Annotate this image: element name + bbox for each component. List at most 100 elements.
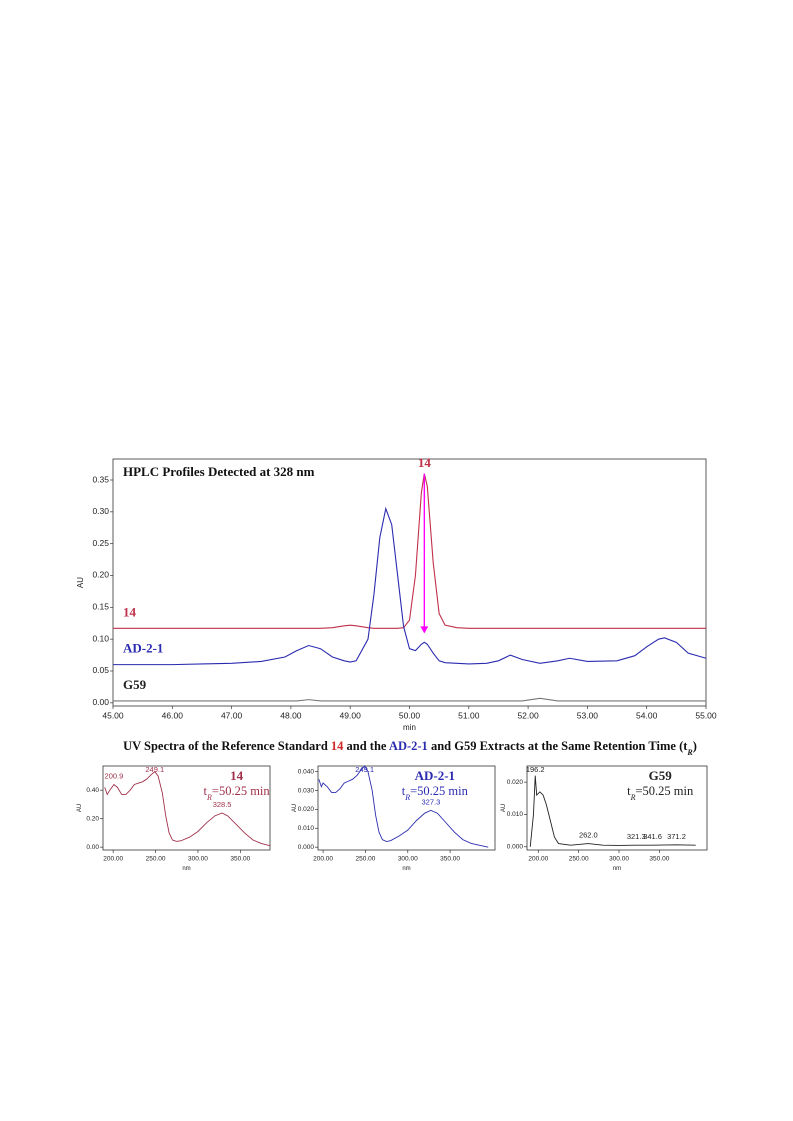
caption-part: and G59 Extracts at the Same Retention T… (428, 739, 688, 753)
panel-label: 14 (230, 768, 244, 783)
series-label: 14 (123, 604, 137, 619)
peak-label: 200.9 (105, 772, 124, 781)
retention-part: =50.25 min (636, 784, 694, 798)
retention-part: R (206, 793, 212, 802)
x-tick-label: 55.00 (695, 711, 717, 721)
retention-part: =50.25 min (212, 784, 270, 798)
x-tick-label: 200.00 (103, 856, 123, 863)
x-tick-label: 50.00 (399, 711, 421, 721)
peak-label: 328.5 (213, 800, 232, 809)
x-tick-label: 250.00 (569, 856, 589, 863)
y-tick-label: 0.25 (92, 538, 109, 548)
plot-frame (102, 765, 271, 851)
plot-frame (317, 765, 496, 851)
series-line (318, 765, 489, 848)
retention-part: R (404, 793, 410, 802)
x-tick-label: 250.00 (146, 856, 166, 863)
caption-part: 14 (331, 739, 344, 753)
y-tick-label: 0.010 (507, 811, 524, 818)
series-line (104, 771, 271, 847)
series-line (113, 473, 706, 629)
panel-label: G59 (649, 768, 673, 783)
y-tick-label: 0.030 (298, 787, 315, 794)
x-tick-label: 250.00 (355, 856, 375, 863)
x-tick-label: 51.00 (458, 711, 480, 721)
x-axis-label: nm (182, 866, 190, 872)
y-tick-label: 0.00 (86, 844, 99, 851)
peak-label: 371.2 (667, 832, 686, 841)
y-tick-label: 0.30 (92, 506, 109, 516)
retention-time: tR=50.25 min (627, 784, 694, 802)
y-axis-label: AU (501, 804, 507, 812)
retention-time: tR=50.25 min (402, 784, 469, 802)
retention-part: R (630, 793, 636, 802)
y-tick-label: 0.000 (507, 843, 524, 850)
y-tick-label: 0.20 (92, 570, 109, 580)
x-tick-label: 200.00 (528, 856, 548, 863)
series-label: G59 (123, 677, 147, 692)
y-tick-label: 0.20 (86, 815, 99, 822)
caption-part: ) (693, 739, 697, 753)
caption-part: R (686, 748, 693, 757)
x-axis-label: nm (613, 866, 621, 872)
x-axis-label: min (403, 723, 416, 732)
y-tick-label: 0.010 (298, 825, 315, 832)
peak-label: 341.6 (643, 832, 662, 841)
caption-part: and the (343, 739, 389, 753)
y-axis-label: AU (76, 577, 85, 588)
retention-part: t (627, 784, 631, 798)
series-line (529, 775, 696, 847)
series-label: AD-2-1 (123, 641, 163, 656)
x-tick-label: 47.00 (221, 711, 243, 721)
x-tick-label: 350.00 (230, 856, 250, 863)
series-line (113, 697, 706, 702)
y-tick-label: 0.35 (92, 474, 109, 484)
x-tick-label: 52.00 (517, 711, 539, 721)
peak-label: 196.2 (526, 765, 545, 774)
x-tick-label: 350.00 (649, 856, 669, 863)
plot-frame (112, 458, 707, 707)
x-tick-label: 49.00 (340, 711, 362, 721)
caption-part: UV Spectra of the Reference Standard (123, 739, 331, 753)
y-tick-label: 0.05 (92, 665, 109, 675)
y-tick-label: 0.15 (92, 602, 109, 612)
retention-part: t (204, 784, 208, 798)
panel-label: AD-2-1 (415, 768, 455, 783)
x-tick-label: 300.00 (609, 856, 629, 863)
y-axis-label: AU (77, 804, 83, 812)
y-axis-label: AU (292, 804, 298, 812)
x-axis-label: nm (402, 866, 410, 872)
x-tick-label: 54.00 (636, 711, 658, 721)
y-tick-label: 0.040 (298, 768, 315, 775)
x-tick-label: 46.00 (162, 711, 184, 721)
chart-title: HPLC Profiles Detected at 328 nm (123, 464, 315, 479)
x-tick-label: 300.00 (188, 856, 208, 863)
series-line (113, 506, 707, 666)
peak-label: 249.1 (355, 765, 374, 774)
caption-part: AD-2-1 (389, 739, 428, 753)
x-tick-label: 300.00 (398, 856, 418, 863)
plot-frame (526, 765, 708, 851)
peak-label: 321.3 (627, 832, 646, 841)
y-tick-label: 0.020 (507, 779, 524, 786)
retention-part: =50.25 min (410, 784, 468, 798)
caption: UV Spectra of the Reference Standard 14 … (123, 739, 697, 757)
peak-label: 327.3 (421, 797, 440, 806)
x-tick-label: 53.00 (577, 711, 599, 721)
peak-label: 262.0 (579, 831, 598, 840)
y-tick-label: 0.000 (298, 844, 315, 851)
x-tick-label: 45.00 (102, 711, 124, 721)
peak-arrowhead (420, 626, 429, 634)
y-tick-label: 0.020 (298, 806, 315, 813)
x-tick-label: 200.00 (313, 856, 333, 863)
x-tick-label: 350.00 (440, 856, 460, 863)
x-tick-label: 48.00 (280, 711, 302, 721)
retention-part: t (402, 784, 406, 798)
peak-annotation: 14 (418, 455, 432, 470)
retention-time: tR=50.25 min (204, 784, 271, 802)
peak-label: 249.1 (145, 765, 164, 774)
y-tick-label: 0.00 (92, 697, 109, 707)
y-tick-label: 0.40 (86, 787, 99, 794)
